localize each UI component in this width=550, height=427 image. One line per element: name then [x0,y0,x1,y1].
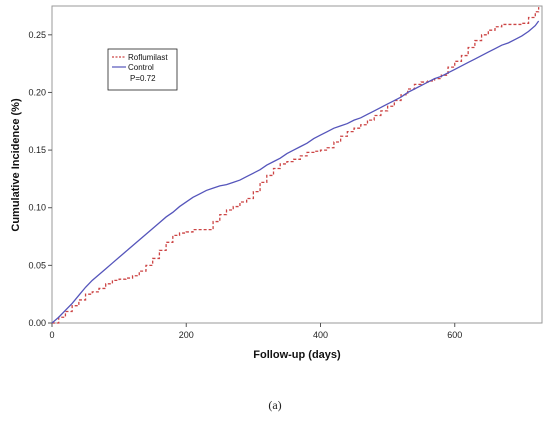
x-tick-label: 0 [49,330,54,340]
y-tick-label: 0.05 [28,260,46,270]
series-line-control [51,20,540,324]
cumulative-incidence-chart: 0.00 0.05 0.10 0.15 0.20 0.25 0 200 400 600 Foll… [10,5,543,361]
legend-label-roflumilast: Roflumilast [128,53,168,62]
y-tick-label: 0.00 [28,318,46,328]
legend-box [107,48,178,91]
x-axis-title: Follow-up (days) [253,349,341,361]
series-layer [51,7,540,324]
y-tick-label: 0.20 [28,87,46,97]
y-tick-label: 0.10 [28,203,46,213]
legend: Roflumilast Control P=0.72 [107,48,178,91]
series-line-roflumilast [52,7,540,324]
y-axis-title: Cumulative Incidence (%) [10,98,22,232]
legend-label-control: Control [128,63,154,72]
x-tick-label: 400 [313,330,328,340]
y-tick-label: 0.25 [28,30,46,40]
p-value-annotation: P=0.72 [130,74,156,83]
y-tick-label: 0.15 [28,145,46,155]
x-tick-label: 600 [447,330,462,340]
x-tick-label: 200 [179,330,194,340]
y-axis: 0.00 0.05 0.10 0.15 0.20 0.25 [28,30,52,328]
figure-caption: (a) [268,398,282,412]
x-axis: 0 200 400 600 [49,323,462,340]
